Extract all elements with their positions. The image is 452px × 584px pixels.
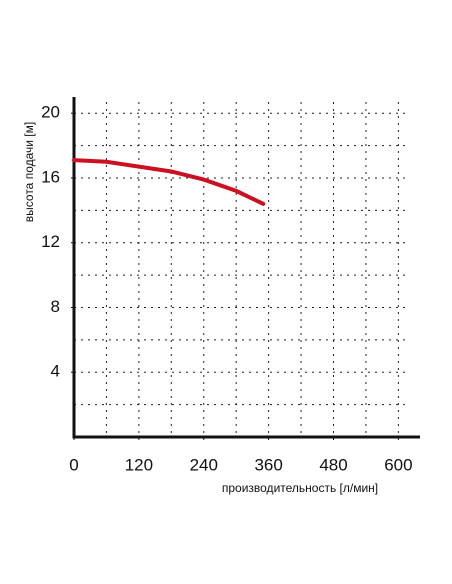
data-line <box>72 158 266 206</box>
x-tick-label: 360 <box>254 455 282 474</box>
x-axis-label: производительность [л/мин] <box>222 481 378 495</box>
y-tick-label: 20 <box>41 103 60 122</box>
x-tick-label: 600 <box>384 455 412 474</box>
y-tick-label: 8 <box>51 297 60 316</box>
x-tick-label: 0 <box>69 455 78 474</box>
y-tick-label: 12 <box>41 232 60 251</box>
y-tick-label: 16 <box>41 167 60 186</box>
x-tick-label: 120 <box>125 455 153 474</box>
x-tick-label: 240 <box>190 455 218 474</box>
y-tick-label: 4 <box>51 362 60 381</box>
y-axis-label: высота подачи [м] <box>22 122 36 222</box>
x-tick-label: 480 <box>319 455 347 474</box>
